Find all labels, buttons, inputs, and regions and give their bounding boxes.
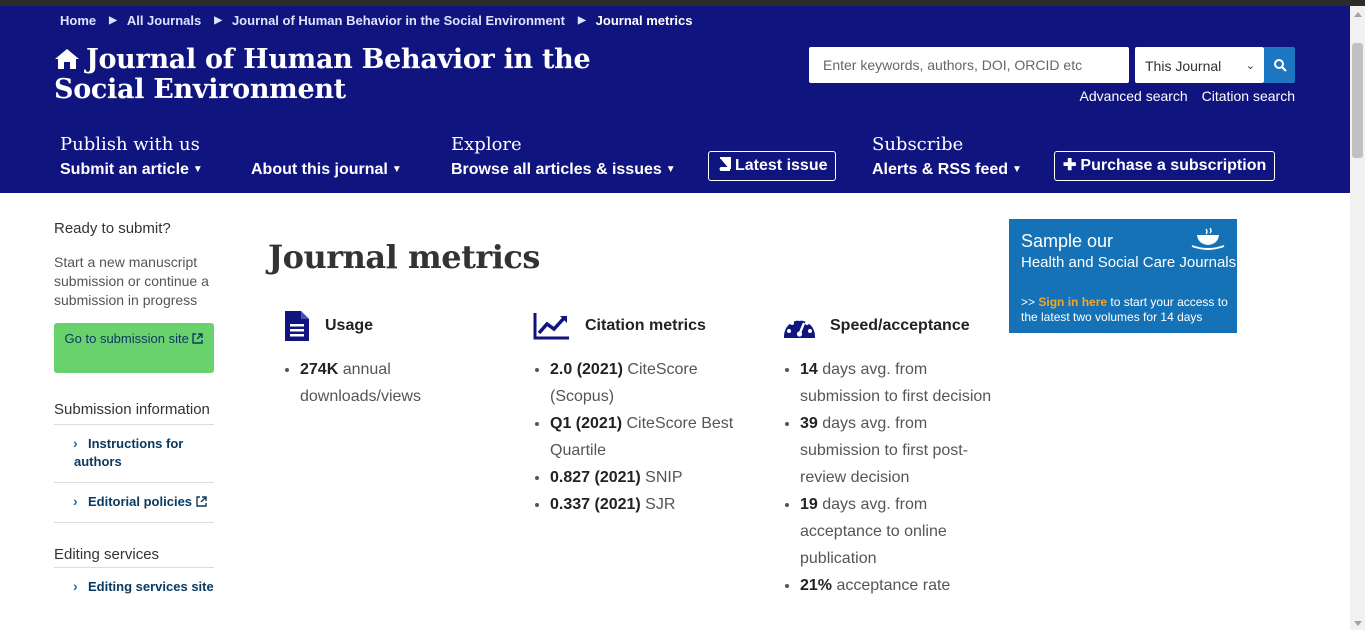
editorial-policies-link[interactable]: › Editorial policies: [54, 483, 214, 523]
list-item: 39 days avg. from submission to first po…: [800, 410, 1008, 491]
search-scope-select[interactable]: This Journal ⌄: [1135, 47, 1264, 83]
advanced-search-link[interactable]: Advanced search: [1079, 88, 1188, 104]
speed-acceptance-metrics: Speed/acceptance 14 days avg. from submi…: [783, 308, 1008, 599]
nav-about-journal[interactable]: About this journal ▼: [251, 161, 402, 179]
chevron-down-icon: ▼: [665, 164, 676, 175]
chevron-down-icon: ▼: [391, 164, 402, 175]
nav-about-journal-label: About this journal: [251, 161, 388, 178]
search-input[interactable]: Enter keywords, authors, DOI, ORCID etc: [809, 47, 1129, 83]
nav-about: About this journal ▼: [251, 134, 402, 179]
nav-browse-articles[interactable]: Browse all articles & issues ▼: [451, 161, 676, 179]
journal-title-text: Journal of Human Behavior in the Social …: [54, 44, 591, 105]
site-header: Home ▶ All Journals ▶ Journal of Human B…: [0, 6, 1350, 193]
page-scrollbar[interactable]: [1350, 6, 1365, 630]
purchase-subscription-label: Purchase a subscription: [1080, 157, 1267, 174]
book-icon: [719, 157, 731, 171]
breadcrumb-journal[interactable]: Journal of Human Behavior in the Social …: [231, 13, 565, 28]
chevron-down-icon: ⌄: [1245, 60, 1255, 72]
sample-journals-ad[interactable]: Sample our Health and Social Care Journa…: [1009, 219, 1237, 333]
scrollbar-thumb[interactable]: [1352, 43, 1363, 158]
list-item: 19 days avg. from acceptance to online p…: [800, 491, 1008, 572]
journal-title[interactable]: Journal of Human Behavior in the Social …: [54, 46, 674, 104]
nav-browse-articles-label: Browse all articles & issues: [451, 161, 662, 178]
list-item: 0.337 (2021) SJR: [550, 491, 748, 518]
list-item: 0.827 (2021) SNIP: [550, 464, 748, 491]
list-item: 14 days avg. from submission to first de…: [800, 356, 1008, 410]
external-link-icon: [195, 496, 207, 507]
breadcrumb-separator-icon: ▶: [214, 15, 222, 26]
nav-explore: Explore Browse all articles & issues ▼: [451, 134, 676, 179]
ad-line-2: Health and Social Care Journals: [1021, 254, 1237, 271]
citation-metrics-heading: Citation metrics: [585, 317, 706, 334]
editorial-policies-label: Editorial policies: [74, 493, 214, 511]
breadcrumb-home[interactable]: Home: [60, 13, 97, 28]
breadcrumb-all-journals[interactable]: All Journals: [126, 13, 202, 28]
sidebar: Ready to submit? Start a new manuscript …: [54, 219, 214, 607]
usage-heading: Usage: [325, 317, 374, 334]
usage-metrics: Usage 274K annual downloads/views: [283, 308, 503, 410]
page-title: Journal metrics: [268, 238, 540, 276]
editing-services-label: Editing services site: [88, 579, 214, 594]
submission-information-heading: Submission information: [54, 399, 214, 425]
search-links: Advanced search Citation search: [1070, 88, 1295, 104]
list-item: 274K annual downloads/views: [300, 356, 503, 410]
teacup-icon: [1189, 227, 1227, 256]
nav-publish: Publish with us Submit an article ▼: [60, 134, 203, 179]
nav-alerts-rss[interactable]: Alerts & RSS feed ▼: [872, 161, 1022, 179]
search-scope-value: This Journal: [1145, 58, 1222, 74]
search-icon: [1273, 59, 1287, 72]
chevron-right-icon: ›: [73, 435, 78, 451]
ad-line-1: Sample our: [1021, 231, 1114, 251]
breadcrumb-separator-icon: ▶: [109, 15, 117, 26]
ready-to-submit-text: Start a new manuscript submission or con…: [54, 254, 209, 308]
citation-search-link[interactable]: Citation search: [1201, 88, 1295, 104]
list-item: Q1 (2021) CiteScore Best Quartile: [550, 410, 748, 464]
nav-subscribe: Subscribe Alerts & RSS feed ▼: [872, 134, 1022, 179]
instructions-for-authors-label: Instructions for authors: [74, 436, 184, 469]
chevron-down-icon: ▼: [192, 164, 203, 175]
ready-to-submit-heading: Ready to submit?: [54, 220, 171, 237]
nav-explore-heading: Explore: [451, 134, 522, 155]
line-chart-icon: [533, 313, 569, 340]
chevron-down-icon: ▼: [1012, 164, 1022, 175]
nav-publish-heading: Publish with us: [60, 134, 200, 155]
ad-sign-in-link[interactable]: Sign in here: [1038, 295, 1108, 309]
citation-metrics: Citation metrics 2.0 (2021) CiteScore (S…: [533, 308, 748, 518]
scroll-up-icon[interactable]: [1354, 12, 1362, 17]
nav-submit-article-label: Submit an article: [60, 161, 189, 178]
go-to-submission-label: Go to submission site: [64, 331, 189, 346]
speed-acceptance-heading: Speed/acceptance: [830, 317, 970, 334]
breadcrumb: Home ▶ All Journals ▶ Journal of Human B…: [60, 13, 692, 28]
chevron-right-icon: ›: [73, 493, 78, 509]
search-button[interactable]: [1264, 47, 1295, 83]
go-to-submission-button[interactable]: Go to submission site: [54, 323, 214, 373]
list-item: 2.0 (2021) CiteScore (Scopus): [550, 356, 748, 410]
ad-line-3: >> Sign in here to start your access to …: [1021, 295, 1228, 324]
nav-alerts-rss-label: Alerts & RSS feed: [872, 161, 1009, 178]
editing-services-heading: Editing services: [54, 546, 214, 568]
nav-subscribe-heading: Subscribe: [872, 134, 964, 155]
breadcrumb-current: Journal metrics: [595, 13, 693, 28]
latest-issue-label: Latest issue: [735, 157, 828, 174]
nav-submit-article[interactable]: Submit an article ▼: [60, 161, 203, 179]
scroll-down-icon[interactable]: [1354, 621, 1362, 626]
dashboard-gauge-icon: [784, 317, 815, 338]
instructions-for-authors-link[interactable]: › Instructions for authors: [54, 425, 214, 483]
external-link-icon: [192, 333, 204, 344]
browser-top-strip: [0, 0, 1365, 6]
list-item: 21% acceptance rate: [800, 572, 1008, 599]
chevron-right-icon: ›: [73, 578, 78, 594]
home-icon: [54, 48, 80, 76]
breadcrumb-separator-icon: ▶: [577, 15, 586, 26]
editing-services-link[interactable]: › Editing services site: [54, 568, 214, 607]
document-icon: [285, 311, 309, 341]
purchase-subscription-button[interactable]: ✚ Purchase a subscription: [1054, 151, 1276, 181]
plus-icon: ✚: [1063, 157, 1077, 174]
latest-issue-button[interactable]: Latest issue: [708, 151, 837, 181]
